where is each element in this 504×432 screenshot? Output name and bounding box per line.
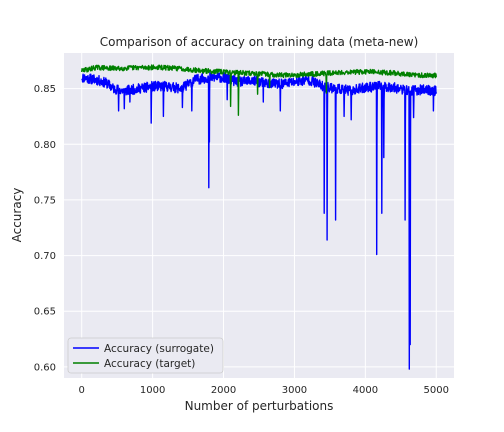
- y-tick-label: 0.65: [34, 307, 56, 318]
- x-tick-label: 4000: [353, 385, 378, 396]
- y-tick-label: 0.75: [34, 195, 56, 206]
- series-layer: [81, 64, 437, 370]
- chart-title: Comparison of accuracy on training data …: [100, 35, 419, 49]
- x-axis-label: Number of perturbations: [185, 399, 334, 413]
- legend-label-target: Accuracy (target): [104, 358, 195, 370]
- y-tick-label: 0.60: [34, 362, 56, 373]
- legend: Accuracy (surrogate) Accuracy (target): [67, 337, 224, 374]
- x-tick-label: 2000: [211, 385, 236, 396]
- series-line-surrogate: [81, 72, 437, 370]
- x-tick-labels: 0 1000 2000 3000 4000 5000: [79, 385, 449, 396]
- plot-area: [64, 53, 454, 378]
- legend-box: [67, 337, 224, 374]
- y-tick-label: 0.70: [34, 251, 56, 262]
- legend-label-surrogate: Accuracy (surrogate): [104, 343, 214, 355]
- y-axis-label: Accuracy: [10, 188, 24, 243]
- series-line-target: [81, 64, 437, 116]
- x-tick-label: 1000: [140, 385, 165, 396]
- y-tick-label: 0.85: [34, 84, 56, 95]
- x-tick-label: 5000: [424, 385, 449, 396]
- x-tick-label: 0: [79, 385, 85, 396]
- y-tick-labels: 0.60 0.65 0.70 0.75 0.80 0.85: [34, 84, 56, 373]
- y-tick-label: 0.80: [34, 140, 56, 151]
- x-tick-label: 3000: [282, 385, 307, 396]
